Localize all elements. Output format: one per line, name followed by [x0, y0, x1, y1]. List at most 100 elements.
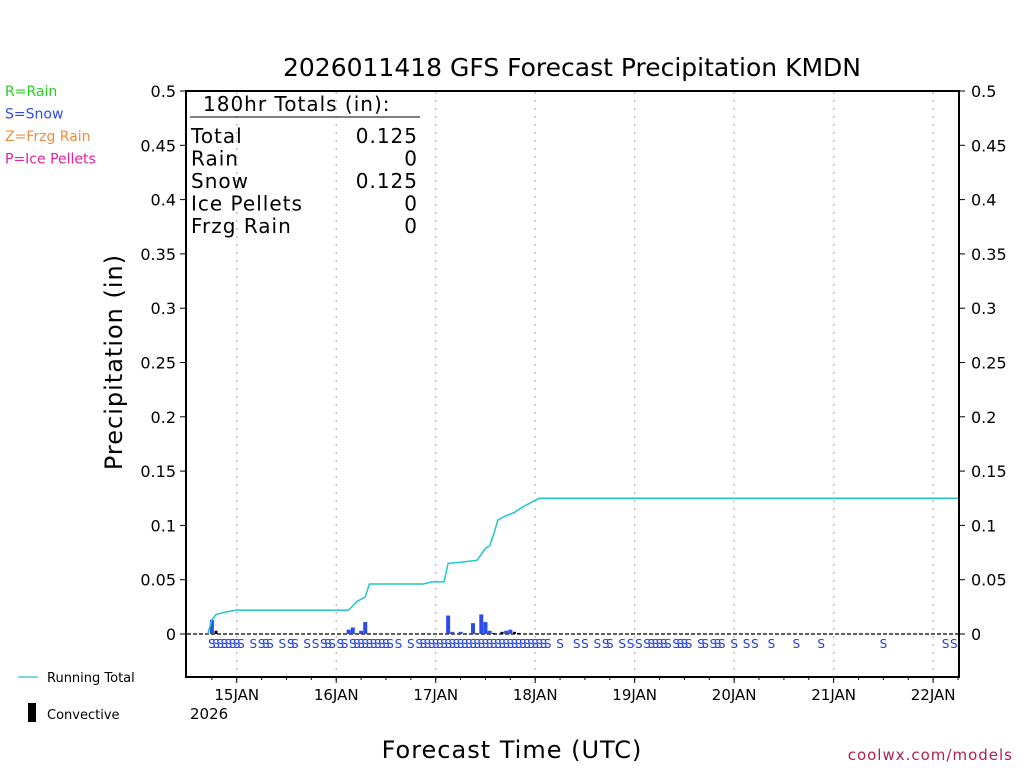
- snow-marker: S: [370, 637, 378, 651]
- snow-marker: S: [216, 637, 224, 651]
- convective-swatch: [28, 703, 36, 722]
- snow-marker: S: [656, 637, 664, 651]
- y-tick-label-right: 0.45: [971, 136, 1007, 155]
- ptype-legend-item: P=Ice Pellets: [5, 152, 96, 168]
- snow-marker: S: [229, 637, 237, 651]
- day-gridlines: [236, 92, 934, 676]
- totals-value: 0: [404, 147, 418, 171]
- snow-marker: S: [602, 637, 610, 651]
- snow-marker: S: [444, 637, 452, 651]
- totals-label: Total: [190, 124, 243, 148]
- y-axis-title: Precipitation (in): [100, 254, 128, 470]
- x-tick-label: 22JAN: [911, 686, 956, 704]
- snow-marker: S: [428, 637, 436, 651]
- snow-marker: S: [419, 637, 427, 651]
- snow-marker: S: [627, 637, 635, 651]
- snow-marker: S: [515, 637, 523, 651]
- credit-text[interactable]: coolwx.com/models: [848, 746, 1013, 764]
- snow-marker: S: [415, 637, 423, 651]
- y-tick-label-right: 0.5: [971, 82, 996, 101]
- snow-marker: S: [502, 637, 510, 651]
- y-tick-label: 0.2: [151, 408, 176, 427]
- snow-bar: [483, 622, 488, 634]
- y-axis-right: 0 0.05 0.1 0.15 0.2 0.25 0.3 0.35 0.4 0.45 0.5: [959, 82, 1007, 644]
- snow-marker: S: [266, 637, 274, 651]
- snow-marker: S: [660, 637, 668, 651]
- snow-marker: S: [262, 637, 270, 651]
- totals-value: 0.125: [356, 169, 418, 193]
- snow-marker: S: [208, 637, 216, 651]
- snow-marker: S: [220, 637, 228, 651]
- snow-marker: S: [341, 637, 349, 651]
- x-axis: 15JAN 16JAN 17JAN 18JAN 19JAN 20JAN 21JAN 22JAN: [211, 677, 959, 704]
- ptype-legend-item: R=Rain: [5, 84, 57, 100]
- snow-marker: S: [453, 637, 461, 651]
- plot-frame: [185, 90, 960, 678]
- snow-marker: S: [652, 637, 660, 651]
- snow-marker: S: [287, 637, 295, 651]
- y-tick-label-right: 0.35: [971, 245, 1007, 264]
- y-tick-label-right: 0.2: [971, 408, 996, 427]
- x-tick-label: 15JAN: [214, 686, 259, 704]
- y-tick-label: 0.4: [151, 191, 176, 210]
- snow-marker: S: [718, 637, 726, 651]
- snow-marker: S: [511, 637, 519, 651]
- snow-marker: S: [465, 637, 473, 651]
- snow-marker: S: [258, 637, 266, 651]
- y-tick-label: 0.1: [151, 516, 176, 535]
- totals-label: Snow: [191, 169, 249, 193]
- snow-marker: S: [507, 637, 515, 651]
- snow-marker: S: [793, 637, 801, 651]
- snow-marker: S: [647, 637, 655, 651]
- snow-bar: [508, 629, 513, 634]
- snow-marker: S: [436, 637, 444, 651]
- convective-bar: [492, 632, 496, 634]
- snow-marker: S: [482, 637, 490, 651]
- ptype-legend: R=Rain S=Snow Z=Frzg Rain P=Ice Pellets: [5, 84, 96, 168]
- y-tick-label-right: 0.15: [971, 462, 1007, 481]
- snow-marker: S: [237, 637, 245, 651]
- convective-bar: [512, 631, 516, 634]
- totals-box: 180hr Totals (in): Total 0.125 Rain 0 Snow 0.…: [190, 92, 420, 238]
- snow-marker: S: [473, 637, 481, 651]
- snow-marker: S: [523, 637, 531, 651]
- snow-marker: S: [730, 637, 738, 651]
- snow-marker: S: [527, 637, 535, 651]
- snow-marker: S: [349, 637, 357, 651]
- snow-bar: [350, 627, 355, 634]
- snow-marker: S: [494, 637, 502, 651]
- snow-bar: [446, 615, 451, 634]
- snow-bar: [346, 629, 351, 634]
- y-tick-label: 0.35: [140, 245, 176, 264]
- y-tick-label: 0.5: [151, 82, 176, 101]
- snow-marker: S: [424, 637, 432, 651]
- precip-bars: [209, 614, 521, 634]
- snow-marker: S: [353, 637, 361, 651]
- legend-running-total: Running Total: [47, 671, 135, 686]
- snow-marker: S: [751, 637, 759, 651]
- snow-marker: S: [714, 637, 722, 651]
- ptype-legend-item: S=Snow: [5, 107, 63, 123]
- snow-marker: S: [531, 637, 539, 651]
- snow-marker: S: [225, 637, 233, 651]
- totals-value: 0: [404, 192, 418, 216]
- snow-marker: S: [536, 637, 544, 651]
- snow-marker: S: [710, 637, 718, 651]
- y-tick-label-right: 0: [971, 625, 981, 644]
- y-tick-label-right: 0.1: [971, 516, 996, 535]
- snow-marker: S: [378, 637, 386, 651]
- legend-convective: Convective: [47, 708, 120, 723]
- totals-label: Rain: [191, 147, 239, 171]
- y-tick-label-right: 0.3: [971, 299, 996, 318]
- snow-marker: S: [950, 637, 958, 651]
- snow-bar: [504, 630, 509, 634]
- snow-marker: S: [324, 637, 332, 651]
- snow-marker: S: [328, 637, 336, 651]
- snow-bar: [471, 623, 476, 634]
- snow-marker: S: [540, 637, 548, 651]
- snow-bar: [458, 631, 463, 634]
- snow-marker: S: [676, 637, 684, 651]
- snow-marker: S: [581, 637, 589, 651]
- totals-value: 0.125: [356, 124, 418, 148]
